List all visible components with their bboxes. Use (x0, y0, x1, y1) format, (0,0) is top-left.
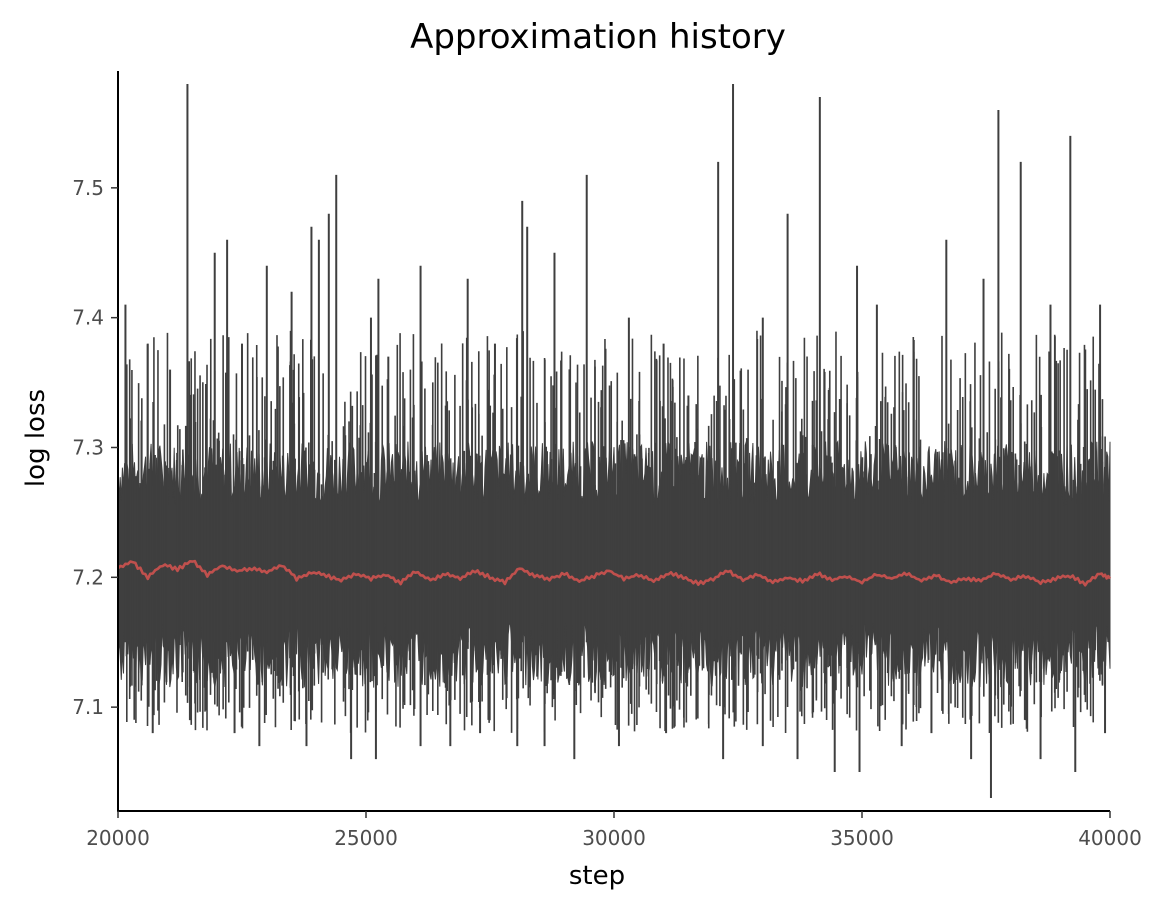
chart-title: Approximation history (410, 17, 786, 57)
x-axis-ticks: 20000 25000 30000 35000 40000 (86, 811, 1142, 850)
y-axis-title: log loss (21, 389, 51, 487)
y-axis-ticks: 7.1 7.2 7.3 7.4 7.5 (72, 176, 118, 719)
smoothed-loss-series (117, 559, 1112, 587)
x-tick-label: 25000 (334, 826, 398, 850)
y-tick-label: 7.5 (72, 176, 104, 200)
x-axis-title: step (569, 861, 625, 891)
x-tick-label: 35000 (830, 826, 894, 850)
y-tick-label: 7.1 (72, 695, 104, 719)
raw-loss-series (124, 83, 1107, 799)
y-tick-label: 7.2 (72, 565, 104, 589)
x-tick-label: 40000 (1078, 826, 1142, 850)
x-tick-label: 30000 (582, 826, 646, 850)
y-tick-label: 7.3 (72, 435, 104, 459)
plot-area (117, 83, 1112, 799)
y-tick-label: 7.4 (72, 306, 104, 330)
x-tick-label: 20000 (86, 826, 150, 850)
